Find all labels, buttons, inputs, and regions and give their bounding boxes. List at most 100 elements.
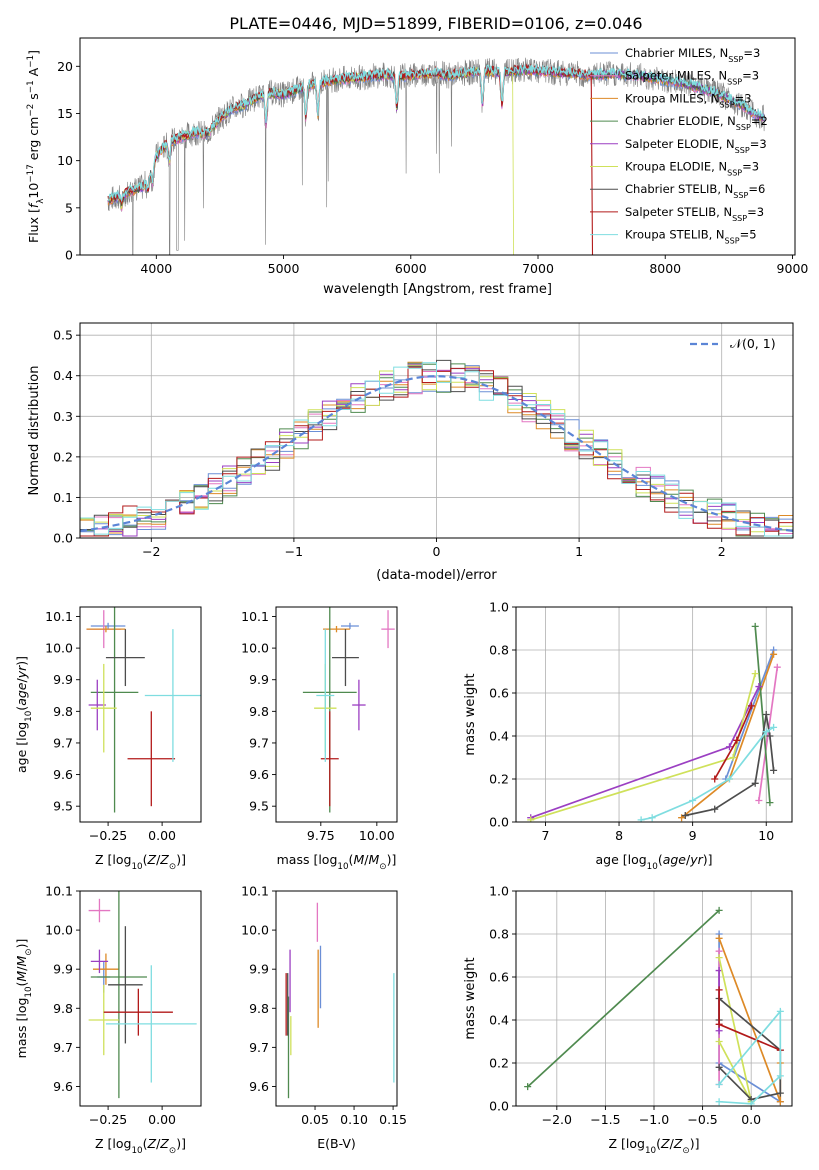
data-point <box>711 805 719 813</box>
errorbar-chabrier-miles <box>90 622 126 630</box>
data-point <box>748 702 756 710</box>
legend-label: Chabrier ELODIE, NSSP=2 <box>625 114 768 132</box>
x-tick-label: −1.0 <box>639 1112 669 1127</box>
x-tick-label: 10 <box>758 828 774 843</box>
axes-frame <box>79 606 202 823</box>
legend-label: Kroupa ELODIE, NSSP=3 <box>625 160 759 178</box>
y-tick-label: 9.6 <box>249 1079 269 1094</box>
errorbar-chabrier-elodie <box>90 607 139 813</box>
series-chabrier-elodie <box>524 906 723 1091</box>
x-tick-label: 10.00 <box>359 828 395 843</box>
data-point <box>776 1089 784 1097</box>
series-line <box>685 714 775 817</box>
axes-frame <box>275 890 398 1107</box>
data-point <box>715 947 723 955</box>
data-point <box>689 797 697 804</box>
data-point <box>776 1098 784 1106</box>
series-chabrier-elodie <box>751 622 774 807</box>
x-tick-label: −2.0 <box>542 1112 572 1127</box>
errorbar-salpeter-stelib <box>103 988 173 1036</box>
series-salpeter-stelib <box>711 702 756 783</box>
histogram-kroupa-stelib <box>80 362 793 537</box>
y-axis-label: age [log10(age/yr)] <box>14 656 34 773</box>
data-point <box>776 1072 784 1080</box>
panel-mass-vs-ebv: 0.05 0.10 0.15 9.6 9.7 9.8 9.9 10.0 10.1 E(B-V) <box>241 884 407 1152</box>
series-line <box>754 626 771 803</box>
y-tick-label: 5 <box>65 200 73 215</box>
plot-area <box>80 359 793 537</box>
data-point <box>751 670 759 678</box>
series-kroupa-elodie <box>527 670 759 822</box>
data-point <box>527 816 535 822</box>
y-axis-label: mass weight <box>463 673 478 755</box>
normal-curve <box>80 375 793 532</box>
x-tick-label: 2 <box>718 544 726 559</box>
errorbar-chabrier-stelib <box>108 926 143 1044</box>
series-line <box>758 667 779 801</box>
y-tick-label: 9.6 <box>53 1079 73 1094</box>
y-tick-label: 0.8 <box>489 927 509 942</box>
y-tick-label: 9.8 <box>53 1001 73 1016</box>
axes-frame <box>275 606 398 823</box>
y-tick-label: 9.5 <box>53 799 73 814</box>
y-tick-label: 0.2 <box>489 1056 509 1071</box>
x-axis-label: mass [log10(M/M⊙)] <box>277 852 397 872</box>
panel-massweight-vs-age: 7 8 9 10 0.0 0.2 0.4 0.6 0.8 1.0 age [log10(age/yr… <box>463 600 793 872</box>
x-tick-label: 6000 <box>395 261 427 276</box>
plot-area <box>88 891 197 1099</box>
y-tick-label: 0.8 <box>489 643 509 658</box>
x-tick-label: 7 <box>541 828 549 843</box>
x-tick-label: 1 <box>575 544 583 559</box>
series-kroupa-stelib <box>637 723 778 822</box>
y-tick-label: 9.9 <box>53 672 73 687</box>
data-point <box>715 1098 723 1106</box>
model-line-salpeter-stelib <box>107 63 594 255</box>
x-tick-label: −1.5 <box>590 1112 620 1127</box>
series-line <box>527 909 720 1088</box>
plot-area <box>302 607 395 813</box>
y-tick-label: 10.0 <box>241 923 269 938</box>
data-point <box>715 906 723 914</box>
panel-spectrum: 4000 5000 6000 7000 8000 9000 0 5 10 15 20 waveleng… <box>26 37 808 297</box>
errorbar-chabrier-stelib <box>332 629 359 687</box>
legend-label: Kroupa STELIB, NSSP=5 <box>625 228 757 246</box>
y-tick-label: 9.7 <box>53 735 73 750</box>
x-axis-label: age [log10(age/yr)] <box>595 852 712 872</box>
errorbar-salpeter-elodie <box>90 949 109 974</box>
data-point <box>751 622 759 630</box>
y-tick-label: 10 <box>57 153 73 168</box>
x-tick-label: 8 <box>615 828 623 843</box>
data-point <box>755 797 763 804</box>
x-tick-label: 7000 <box>522 261 554 276</box>
y-tick-label: 9.8 <box>249 1001 269 1016</box>
y-tick-label: 9.9 <box>53 962 73 977</box>
data-point <box>715 1020 723 1028</box>
y-tick-label: 0.4 <box>53 368 73 383</box>
y-tick-label: 9.9 <box>249 962 269 977</box>
y-tick-label: 0.6 <box>489 970 509 985</box>
legend-label: 𝒩(0, 1) <box>730 336 776 351</box>
y-tick-label: 0.2 <box>489 772 509 787</box>
errorbar-chabrier-elodie <box>90 891 147 1099</box>
x-tick-label: 0.10 <box>340 1112 368 1127</box>
y-tick-label: 0.0 <box>53 531 73 546</box>
y-tick-label: 9.7 <box>249 735 269 750</box>
data-point <box>762 711 770 718</box>
y-tick-label: 9.5 <box>249 799 269 814</box>
data-point <box>766 799 774 807</box>
y-tick-label: 0.4 <box>489 729 509 744</box>
errorbar-salpeter-elodie <box>88 679 106 731</box>
panel-age-vs-metallicity: −0.25 0.00 9.5 9.6 9.7 9.8 9.9 10.0 10.1 Z [log10… <box>14 606 202 872</box>
data-point <box>725 743 733 751</box>
y-tick-label: 0.2 <box>53 449 73 464</box>
histogram-kroupa-elodie <box>80 364 793 537</box>
x-axis-label: wavelength [Angstrom, rest frame] <box>323 282 552 297</box>
x-tick-label: 0.15 <box>379 1112 407 1127</box>
errorbar-salpeter-stelib <box>320 711 339 807</box>
data-point <box>715 954 723 962</box>
y-tick-label: 10.1 <box>45 884 73 899</box>
data-point <box>773 663 781 671</box>
series-salpeter-miles <box>755 663 781 804</box>
y-tick-label: 10.1 <box>241 884 269 899</box>
